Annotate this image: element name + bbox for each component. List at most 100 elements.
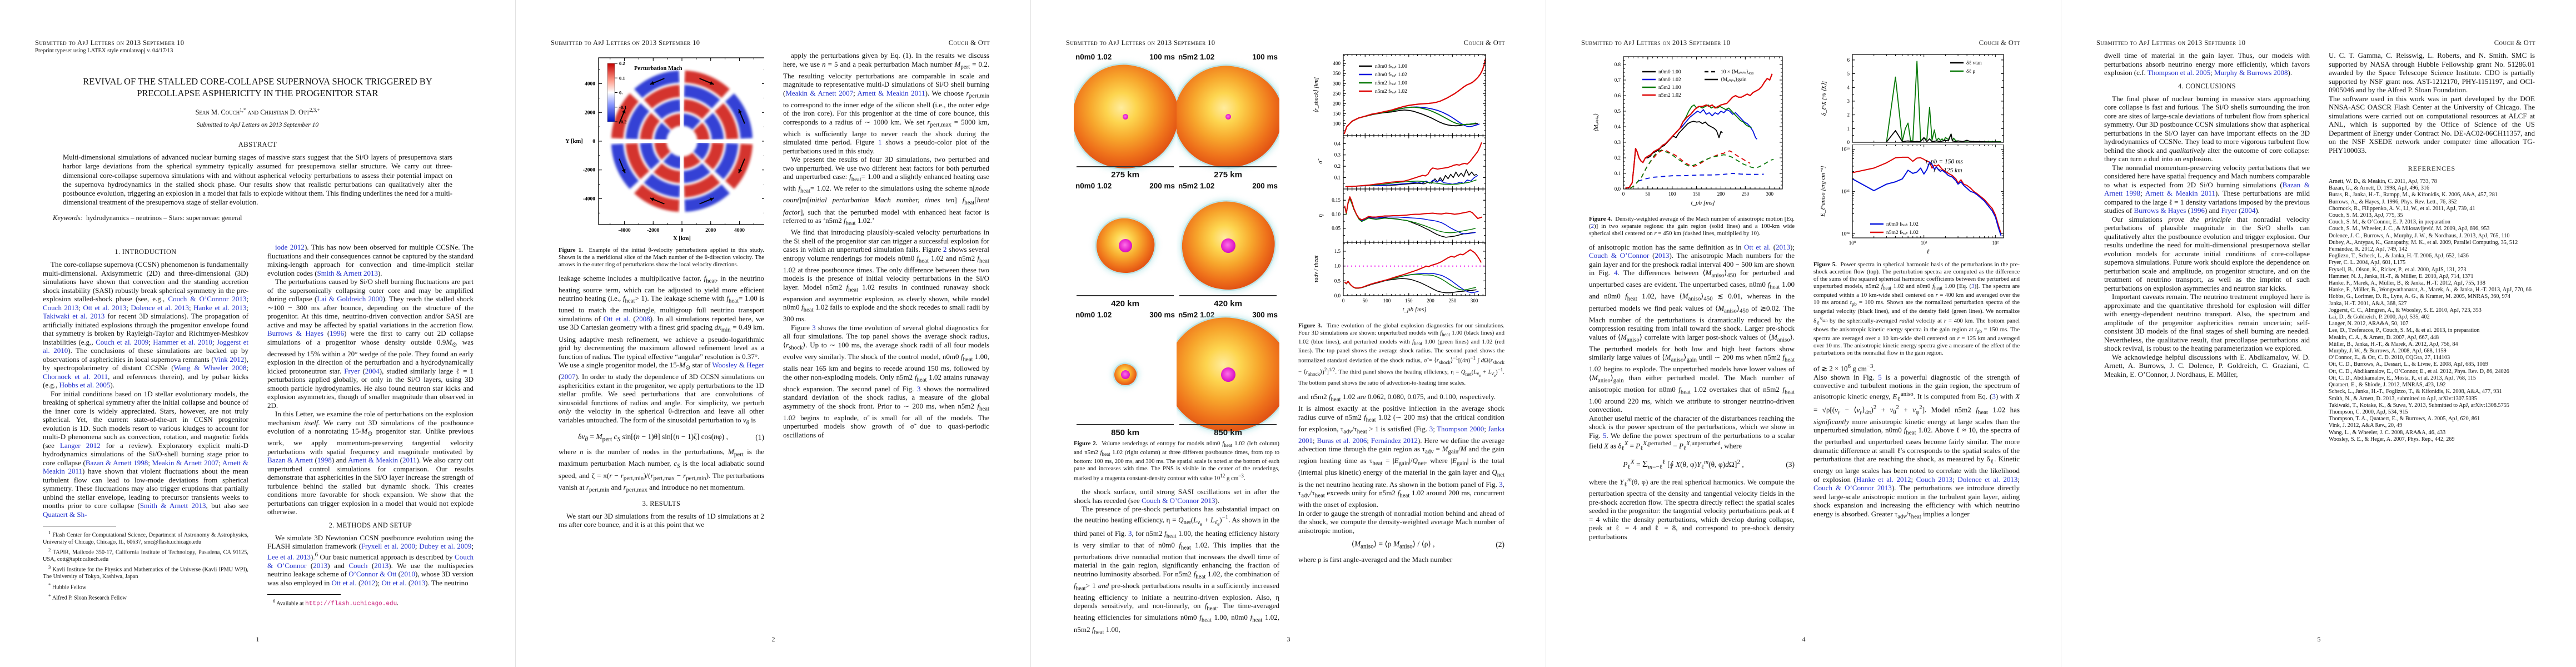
citation-link[interactable]: Woosley & Heger [712, 361, 764, 369]
citation-link[interactable]: 2011 [402, 456, 417, 465]
citation-link[interactable]: Meakin & Arnett 2007 [785, 88, 854, 97]
citation-link[interactable]: Smith & Arnett 2013 [317, 268, 378, 277]
citation-link[interactable]: 2 [1591, 222, 1595, 230]
citation-link[interactable]: Quataert & Sh- [43, 510, 87, 519]
citation-link[interactable]: Thompson et al. 2005 [2147, 68, 2211, 77]
citation-link[interactable]: Hanke et al. 2013 [193, 303, 247, 312]
citation-link[interactable]: 2013 [374, 561, 389, 570]
citation-link[interactable]: Hanke et al. 2012 [1856, 475, 1911, 484]
citation-link[interactable]: Burrows & Hayes [267, 329, 324, 337]
citation-link[interactable]: Lee et al. 2013 [267, 552, 311, 561]
citation-link[interactable]: Dolence et al. 2013 [131, 303, 190, 312]
citation-link[interactable]: Couch & O’Connor [1589, 251, 1650, 260]
citation-link[interactable]: iode 2012 [275, 243, 305, 251]
citation-link[interactable]: 5 [1603, 431, 1607, 440]
citation-link[interactable]: 3 [1429, 424, 1433, 433]
citation-link[interactable]: Couch [348, 561, 368, 570]
citation-link[interactable]: Couch & O’Connor 2013 [168, 295, 247, 303]
citation-link[interactable]: 2013 [411, 578, 426, 587]
citation-link[interactable]: Takiwaki et al. 2013 [43, 312, 105, 320]
citation-link[interactable]: Dubey et al. 2009 [419, 542, 472, 551]
citation-link[interactable]: Buras et al. 2006 [1317, 436, 1367, 445]
citation-link[interactable]: Fryer [2221, 206, 2237, 215]
reference: Thompson, T. A., Quataert, E., & Burrows… [2329, 416, 2480, 422]
reference: Janka, H.-T. 2001, A&A, 368, 527 [2329, 300, 2407, 307]
citation-link[interactable]: 2013 [1655, 251, 1670, 260]
citation-link[interactable]: 2012 [361, 578, 376, 587]
citation-link[interactable]: 2004 [365, 366, 380, 375]
citation-link[interactable]: 2007 [561, 372, 576, 381]
citation-link[interactable]: Fryxell et al. 2000 [361, 542, 415, 551]
svg-text:1.0: 1.0 [1334, 263, 1341, 269]
citation-link[interactable]: Bazan & Arnett 1998 [85, 458, 148, 467]
citation-link[interactable]: 2010 [400, 570, 415, 579]
citation-link[interactable]: Fernández 2012 [1371, 436, 1418, 445]
citation-link[interactable]: Ott et al. [381, 578, 407, 587]
citation-link[interactable]: 1998 [317, 456, 332, 465]
citation-link[interactable]: 3 [1992, 392, 1996, 401]
citation-link[interactable]: 2 [943, 245, 947, 254]
scale-label: 850 km [1214, 428, 1242, 437]
citation-link[interactable]: Thompson 2000 [1437, 424, 1484, 433]
citation-link[interactable]: Vink 2012 [213, 355, 245, 364]
citation-link[interactable]: Bazan & Arnett 1998 [2104, 180, 2310, 198]
reference: Couch, S. M., & O’Connor, E. P. 2013, in… [2329, 219, 2450, 226]
citation-link[interactable]: Couch et al. 2009 [96, 337, 149, 346]
paragraph: The final phase of nuclear burning in ma… [2104, 94, 2310, 163]
citation-link[interactable]: 5 [1878, 372, 1882, 381]
citation-link[interactable]: O’Connor & Ott [348, 570, 397, 579]
citation-link[interactable]: Lai & Goldreich 2000 [317, 295, 383, 303]
svg-text:0: 0 [1342, 298, 1344, 303]
citation-link[interactable]: Burrows & Hayes [2134, 206, 2186, 215]
scale-bar [1077, 424, 1174, 425]
citation-link[interactable]: Couch 2013 [43, 303, 79, 312]
figure-5-caption: Figure 5. Power spectra in spherical har… [1813, 261, 2020, 357]
citation-link[interactable]: Bazan & Arnett [267, 456, 313, 465]
citation-link[interactable]: 1996 [330, 329, 345, 337]
citation-link[interactable]: 3 [812, 323, 816, 332]
citation-link[interactable]: 3 [1971, 282, 1975, 290]
citation-link[interactable]: Arnett & Meakin 2011 [2145, 189, 2215, 197]
citation-link[interactable]: Arnett & Meakin 2011 [857, 88, 925, 97]
citation-link[interactable]: Arnett & Meakin [348, 456, 398, 465]
citation-link[interactable]: Ott et al. 2013 [83, 303, 127, 312]
pns-contour [1224, 113, 1232, 120]
citation-link[interactable]: 2004 [2241, 206, 2256, 215]
citation-link[interactable]: Ott et al. [603, 314, 631, 323]
citation-link[interactable]: 1 [878, 138, 882, 147]
citation-link[interactable]: Janka 2001 [1298, 424, 1504, 445]
citation-link[interactable]: 2013 [313, 561, 328, 570]
citation-link[interactable]: 2008 [635, 314, 650, 323]
citation-link[interactable]: Ott et al. [331, 578, 357, 587]
citation-link[interactable]: 3 [1128, 529, 1132, 537]
svg-text:⟨r_shock⟩ [km]: ⟨r_shock⟩ [km] [1313, 77, 1319, 113]
citation-link[interactable]: 3 [916, 384, 921, 393]
citation-link[interactable]: 1996 [2190, 206, 2205, 215]
svg-text:4000: 4000 [734, 228, 745, 233]
citation-link[interactable]: Couch 2013 [1916, 475, 1953, 484]
citation-link[interactable]: Fryer [344, 366, 360, 375]
pns-contour [1219, 366, 1237, 383]
citation-link[interactable]: Hobbs et al. 2005 [59, 381, 111, 389]
citation-link[interactable]: Couch & O’Connor 2013 [1813, 484, 1892, 492]
citation-link[interactable]: 2013 [1776, 242, 1791, 251]
citation-link[interactable]: Hammer et al. 2010 [153, 337, 212, 346]
reference: Hanke, F., Müller, B., Wongwathanarat, A… [2329, 287, 2532, 293]
citation-link[interactable]: Wang & Wheeler 2008 [173, 364, 247, 372]
citation-link[interactable]: Couch & O’Connor [267, 552, 474, 570]
column-right: 0 1 2 3 4 5 6 δ_ℓ^X [% ⟨X⟩] δℓ vtan δℓ ρ 10⁰ 10¹ 10… [1813, 51, 2020, 645]
citation-link[interactable]: Meakin & Arnett 2007 [152, 458, 219, 467]
citation-link[interactable]: Ott et al. [1744, 242, 1771, 251]
citation-link[interactable]: Dolence et al. 2013 [1957, 475, 2018, 484]
citation-link[interactable]: Langer 2012 [59, 441, 101, 450]
entropy-blob [1093, 215, 1158, 277]
citation-link[interactable]: Arnett & Meakin 2011 [43, 458, 248, 476]
citation-link[interactable]: Couch & O’Connor 2013 [1142, 496, 1215, 505]
citation-link[interactable]: Murphy & Burrows 2008 [2214, 68, 2288, 77]
citation-link[interactable]: 4 [1614, 268, 1618, 277]
citation-link[interactable]: Smith & Arnett 2013 [139, 501, 206, 510]
citation-link[interactable]: Joggerst et al. 2010 [43, 337, 248, 355]
citation-link[interactable]: Chornock et al. 2011 [43, 372, 108, 381]
svg-text:10 × ⟨Mₐₙᵢₛₒ⟩₄₅₀: 10 × ⟨Mₐₙᵢₛₒ⟩₄₅₀ [1721, 69, 1754, 75]
citation-link[interactable]: 3 [1499, 480, 1503, 489]
